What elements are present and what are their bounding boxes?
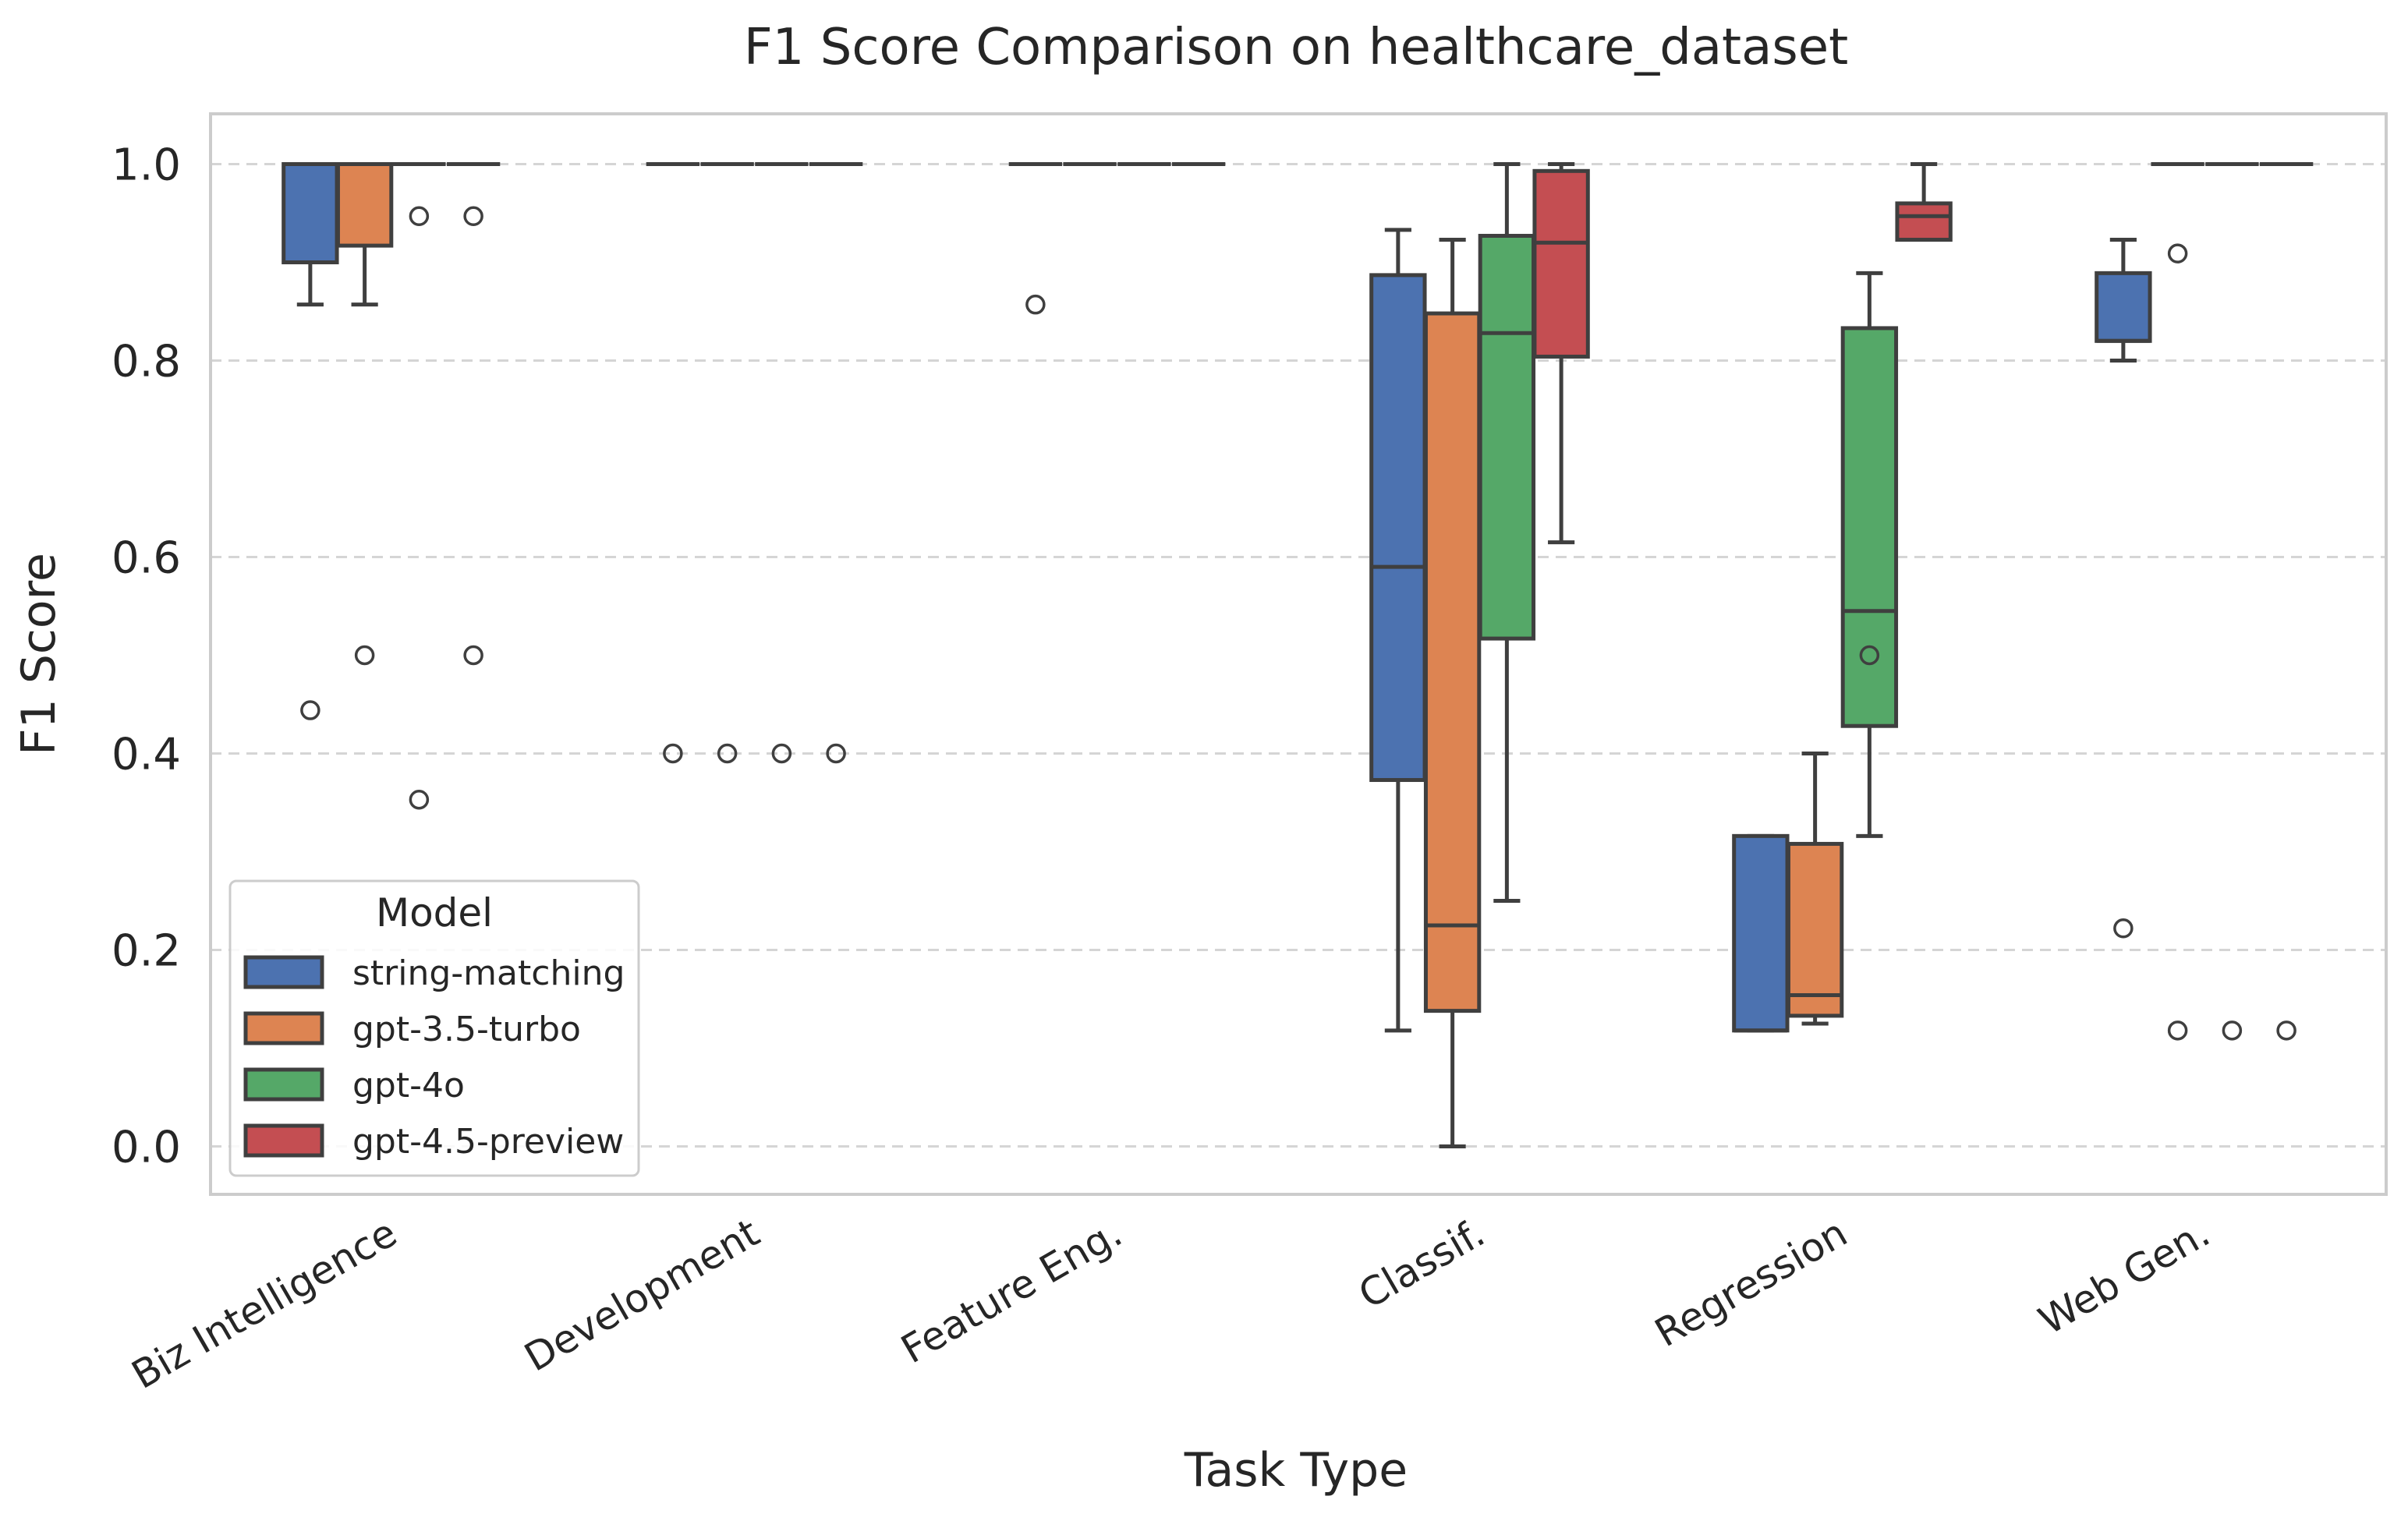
box-iqr: [1423, 311, 1482, 1013]
legend-swatch: [243, 1011, 324, 1045]
outlier-point: [2276, 1020, 2296, 1041]
box-group: [335, 162, 394, 666]
box-group: [1895, 162, 1953, 242]
legend-swatch: [243, 1067, 324, 1102]
outlier-point: [1025, 294, 1046, 315]
y-tick-label: 0.4: [112, 730, 181, 780]
outlier-point: [2113, 918, 2134, 939]
box-group: [755, 162, 809, 764]
outlier-point: [2167, 1020, 2188, 1041]
y-tick-label: 1.0: [112, 140, 181, 191]
box-iqr: [335, 162, 394, 248]
box-group: [1732, 833, 1790, 1033]
outlier-point: [463, 645, 483, 666]
outlier-point: [409, 789, 430, 810]
outlier-point: [354, 645, 375, 666]
box-group: [446, 162, 501, 666]
legend-swatch: [243, 955, 324, 989]
box-group: [392, 162, 446, 810]
plot-frame: [209, 112, 2388, 1196]
legend-label: gpt-3.5-turbo: [352, 1010, 581, 1049]
outlier-point: [717, 743, 738, 764]
outlier-point: [771, 743, 792, 764]
box-iqr: [1478, 233, 1536, 641]
box-group: [1478, 162, 1536, 903]
box-iqr: [1369, 273, 1427, 783]
box-group: [2205, 162, 2259, 1041]
box-iqr: [1840, 326, 1899, 728]
legend-label: string-matching: [352, 953, 625, 993]
outlier-point: [2167, 243, 2188, 264]
y-tick-label: 0.6: [112, 533, 181, 584]
y-tick-label: 0.2: [112, 926, 181, 977]
outlier-point: [300, 700, 320, 720]
outlier-point: [2222, 1020, 2243, 1041]
legend-swatch: [243, 1123, 324, 1158]
outlier-point: [663, 743, 683, 764]
plot-boxes: [282, 162, 2314, 1148]
y-axis-ticks: 0.0 0.2 0.4 0.6 0.8 1.0: [112, 140, 181, 1173]
box-group: [2259, 162, 2314, 1041]
legend-entries: string-matching gpt-3.5-turbo gpt-4o gpt-4.…: [243, 953, 625, 1162]
box-group: [1532, 162, 1590, 545]
box-iqr: [1786, 841, 1844, 1018]
legend-frame: [228, 879, 640, 1177]
box-group: [700, 162, 754, 764]
y-tick-label: 0.8: [112, 337, 181, 387]
box-iqr: [1532, 168, 1590, 359]
box-group: [1423, 238, 1482, 1148]
y-tick-label: 0.0: [112, 1123, 181, 1173]
box-group: [1840, 271, 1899, 838]
box-iqr: [1895, 201, 1953, 242]
outlier-point: [826, 743, 846, 764]
box-group: [646, 162, 700, 764]
outlier-point: [463, 206, 483, 227]
x-axis-label: Task Type: [1184, 1443, 1408, 1498]
box-group: [1786, 752, 1844, 1026]
box-group: [2095, 238, 2152, 939]
box-group: [2151, 162, 2204, 1041]
box-iqr: [282, 162, 339, 264]
box-group: [1008, 162, 1063, 315]
box-group: [809, 162, 863, 764]
box-group: [1369, 228, 1427, 1033]
legend: Model string-matching gpt-3.5-turbo gpt-4o…: [228, 879, 640, 1177]
box-iqr: [2095, 271, 2152, 343]
outlier-point: [1859, 645, 1880, 666]
chart-title: F1 Score Comparison on healthcare_datase…: [744, 19, 1848, 76]
legend-label: gpt-4.5-preview: [352, 1122, 624, 1162]
legend-title: Model: [376, 890, 493, 936]
outlier-point: [409, 206, 430, 227]
box-iqr: [1732, 833, 1790, 1033]
legend-label: gpt-4o: [352, 1066, 465, 1105]
y-axis-label: F1 Score: [12, 553, 66, 755]
